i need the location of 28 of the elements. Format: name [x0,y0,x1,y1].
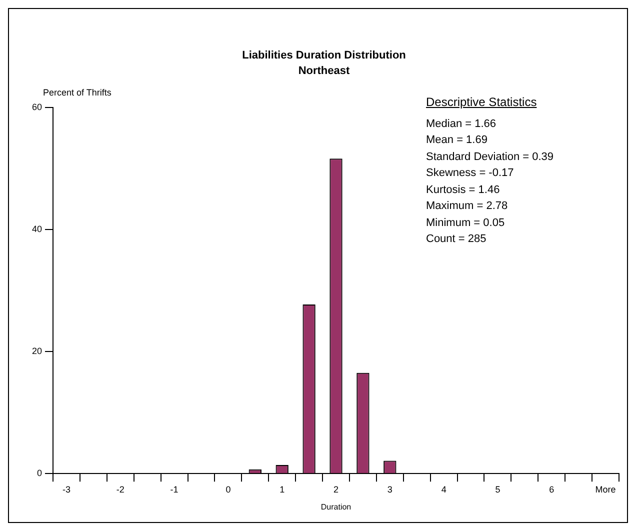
x-tick-label: 3 [387,484,392,494]
y-tick-label: 60 [32,102,42,112]
y-tick-label: 0 [36,468,42,478]
annotation: Mean = 1.69 [426,133,488,148]
x-tick-label: 4 [441,484,446,494]
annotation: Descriptive Statistics [426,94,538,110]
annotation: Median = 1.66 [426,116,498,132]
chart-subtitle: Northeast [298,64,350,77]
annotation: Count = 285 [426,232,488,247]
x-tick-label: 2 [334,484,339,494]
y-tick-label: 20 [32,346,42,356]
annotation: Kurtosis = 1.46 [426,182,501,198]
y-tick-label: 40 [32,224,42,234]
x-tick-label: 6 [549,484,554,494]
y-axis-title: Percent of Thrifts [43,87,112,98]
x-tick-label: 0 [226,484,231,494]
x-tick-label: 1 [280,484,285,494]
annotation: Minimum = 0.05 [426,216,506,230]
x-tick-label: -3 [62,484,70,494]
chart-title: Liabilities Duration Distribution [242,50,406,62]
x-tick-label: More [595,484,616,494]
annotation: Maximum = 2.78 [426,199,509,214]
annotation: Skewness = -0.17 [426,166,515,181]
x-axis-title: Duration [320,502,352,512]
x-tick-label: 5 [495,484,500,494]
annotation: Standard Deviation = 0.39 [426,150,554,164]
x-tick-label: -1 [170,484,178,494]
x-tick-label: -2 [116,484,124,494]
